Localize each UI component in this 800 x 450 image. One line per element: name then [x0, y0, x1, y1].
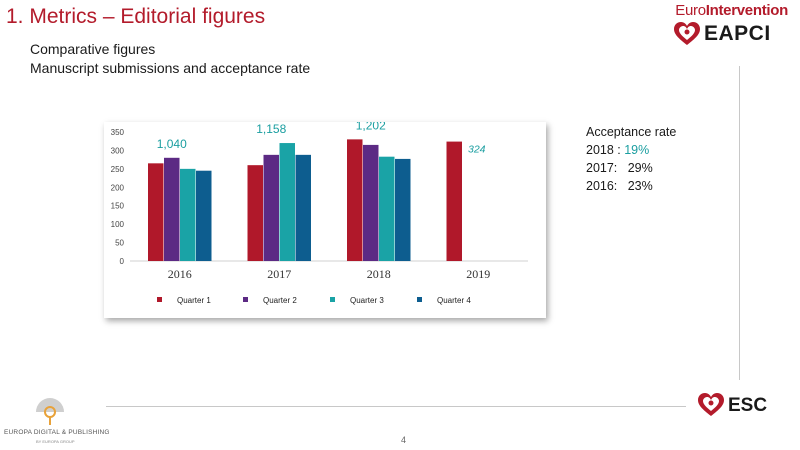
heart-icon [698, 393, 724, 416]
legend-label: Quarter 1 [177, 296, 211, 305]
bar [263, 154, 279, 261]
total-data-label: 324 [468, 144, 486, 156]
acceptance-row: 2016: 23% [586, 179, 653, 193]
y-tick-label: 100 [111, 220, 125, 229]
legend-swatch [330, 297, 335, 302]
publisher-subline: BY EUROPA GROUP [36, 439, 75, 444]
bar [247, 165, 263, 261]
bar [295, 154, 311, 261]
publisher-name: EUROPA DIGITAL & PUBLISHING [4, 429, 110, 436]
x-tick-label: 2017 [267, 267, 291, 281]
eurointervention-wordmark: EuroIntervention [675, 2, 788, 19]
y-tick-label: 200 [111, 183, 125, 192]
y-tick-label: 350 [111, 128, 125, 137]
chart-canvas: 0 50 100 150 200 250 300 350 2016 1,040 2017 1,158 2… [111, 122, 528, 305]
legend-swatch [157, 297, 162, 302]
legend-label: Quarter 3 [350, 296, 384, 305]
bar [196, 170, 212, 261]
slide-subtitle: Comparative figures Manuscript submissio… [30, 40, 310, 78]
subtitle-line-1: Comparative figures [30, 41, 156, 57]
bar [379, 156, 395, 261]
acceptance-heading: Acceptance rate [586, 125, 677, 139]
x-tick-label: 2016 [168, 267, 192, 281]
x-tick-label: 2019 [466, 267, 490, 281]
subtitle-line-2: Manuscript submissions and acceptance ra… [30, 60, 311, 76]
vertical-divider [739, 66, 740, 380]
acceptance-row: 2018 : 19% [586, 143, 650, 157]
x-tick-label: 2018 [367, 267, 391, 281]
eurointervention-eapci-logo: EuroIntervention EAPCI [658, 2, 788, 50]
legend-swatch [243, 297, 248, 302]
submissions-chart: 0 50 100 150 200 250 300 350 2016 1,040 2017 1,158 2… [104, 122, 546, 318]
legend-swatch [417, 297, 422, 302]
total-data-label: 1,040 [157, 137, 187, 151]
y-tick-label: 250 [111, 165, 125, 174]
bar [446, 141, 462, 261]
eapci-wordmark: EAPCI [704, 22, 771, 45]
y-tick-label: 50 [115, 239, 124, 248]
publisher-icon [36, 398, 64, 425]
y-tick-label: 300 [111, 146, 125, 155]
y-tick-label: 0 [120, 257, 125, 266]
total-data-label: 1,202 [356, 122, 386, 132]
bar [279, 143, 295, 261]
bar [347, 139, 363, 261]
esc-logo: ESC [698, 393, 778, 421]
acceptance-rate-panel: Acceptance rate 2018 : 19% 2017: 29% 201… [586, 123, 676, 195]
total-data-label: 1,158 [256, 122, 286, 136]
legend-label: Quarter 4 [437, 296, 471, 305]
slide-title: 1. Metrics – Editorial figures [6, 5, 266, 28]
page-number: 4 [401, 435, 407, 445]
legend-label: Quarter 2 [263, 296, 297, 305]
heart-icon [674, 22, 700, 45]
europa-digital-publishing-logo: EUROPA DIGITAL & PUBLISHING BY EUROPA GR… [4, 398, 110, 448]
horizontal-divider [106, 406, 686, 407]
bar [164, 157, 180, 261]
y-tick-label: 150 [111, 202, 125, 211]
esc-wordmark: ESC [728, 395, 768, 416]
bar [148, 163, 164, 261]
bar [363, 144, 379, 261]
acceptance-row: 2017: 29% [586, 161, 653, 175]
bar [180, 168, 196, 261]
bar [395, 158, 411, 261]
